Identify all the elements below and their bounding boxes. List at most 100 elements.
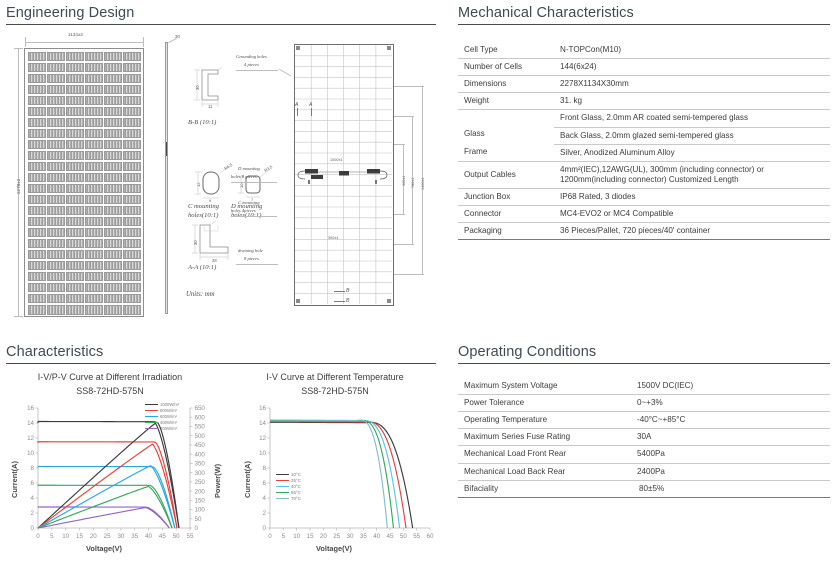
table-row: Maximum Series Fuse Rating 30A (458, 428, 830, 447)
solar-cell (104, 161, 123, 172)
section-title-operating: Operating Conditions (458, 344, 597, 360)
row-value: N-TOPCon(M10) (554, 42, 830, 60)
svg-text:60: 60 (427, 533, 434, 540)
row-value: Silver, Anodized Aluminum Alloy (554, 144, 830, 162)
svg-text:200: 200 (195, 488, 206, 495)
solar-cell (65, 194, 84, 205)
solar-cell (27, 282, 46, 293)
label-section-aa: A-A (10:1) (188, 264, 217, 271)
section-aa-view: 30 28 (188, 219, 250, 267)
solar-cell (27, 62, 46, 73)
svg-text:0: 0 (31, 525, 35, 532)
solar-cell (85, 304, 104, 315)
panel-front-view: 1000±1 300±1 1400±1 780±1 400±1 A A B B (282, 40, 442, 312)
solar-cell (85, 139, 104, 150)
edge-junction-box (166, 142, 168, 156)
svg-text:35: 35 (360, 533, 367, 540)
row-value: Front Glass, 2.0mm AR coated semi-temper… (554, 109, 830, 128)
row-key: Junction Box (458, 188, 554, 207)
row-value: IP68 Rated, 3 diodes (554, 188, 830, 207)
note-drain-2: 8 pieces (244, 256, 259, 261)
solar-cell (104, 260, 123, 271)
table-row: Dimensions 2278X1134X30mm (458, 75, 830, 94)
cut-arrow-a1 (297, 108, 298, 116)
legend-label: 800W/m² (160, 408, 177, 414)
solar-cell (123, 95, 142, 106)
row-value: 2278X1134X30mm (554, 75, 830, 94)
dim-tick-left (25, 37, 26, 47)
solar-cell (46, 128, 65, 139)
solar-cell (27, 73, 46, 84)
row-value-2: Back Glass, 2.0mm glazed semi-tempered g… (554, 127, 830, 145)
solar-cell (27, 227, 46, 238)
solar-cell (46, 62, 65, 73)
legend-label: 70°C (291, 496, 301, 502)
label-c-mounting-2: holes(10:1) (188, 212, 219, 219)
svg-text:6: 6 (263, 480, 267, 487)
solar-cell (123, 84, 142, 95)
cut-marker-a1: A (295, 102, 299, 108)
dim-panel-3: 400±1 (402, 175, 406, 186)
panel-frame (294, 44, 394, 306)
solar-cell (46, 51, 65, 62)
svg-text:4: 4 (263, 495, 267, 502)
svg-text:50: 50 (400, 533, 407, 540)
legend-label: 10°C (291, 472, 301, 478)
legend-item: 55°C (276, 490, 301, 495)
solar-cell (104, 304, 123, 315)
chart2-xlabel: Voltage(V) (316, 544, 352, 553)
dim-thickness-label: 30 (175, 34, 180, 39)
table-row: Weight 31. kg (458, 92, 830, 111)
mechanical-characteristics-table: Cell Type N-TOPCon(M10) Number of Cells … (458, 42, 830, 241)
table-row-cables: Output Cables 4mm²(IEC),12AWG(UL), 300mm… (458, 161, 830, 189)
svg-text:10: 10 (259, 450, 266, 457)
row-key: Bifaciality (458, 480, 633, 498)
solar-cell (27, 84, 46, 95)
solar-cell (27, 238, 46, 249)
dim-height-label: 2278±2 (16, 178, 21, 194)
table-row: Mechanical Load Back Rear 2400Pa (458, 463, 830, 481)
solar-cell (104, 293, 123, 304)
solar-cell (123, 117, 142, 128)
solar-cell (85, 95, 104, 106)
solar-cell (27, 194, 46, 205)
solar-cell (65, 128, 84, 139)
solar-cell (27, 172, 46, 183)
solar-cell (65, 150, 84, 161)
solar-cell (46, 282, 65, 293)
svg-text:0: 0 (263, 525, 267, 532)
svg-text:55: 55 (413, 533, 420, 540)
solar-cell (46, 95, 65, 106)
solar-cell (65, 51, 84, 62)
solar-cell (46, 227, 65, 238)
solar-cell (65, 139, 84, 150)
solar-cell (46, 73, 65, 84)
svg-text:550: 550 (195, 424, 206, 431)
solar-cell (123, 271, 142, 282)
solar-cell (104, 238, 123, 249)
solar-cell (123, 249, 142, 260)
svg-text:300: 300 (195, 470, 206, 477)
solar-cell (104, 183, 123, 194)
solar-cell (85, 161, 104, 172)
solar-cell (27, 293, 46, 304)
solar-cell (46, 271, 65, 282)
solar-cell (104, 150, 123, 161)
chart2-legend: 10°C 25°C 40°C 55°C 70°C (276, 472, 301, 502)
solar-cell (85, 238, 104, 249)
section-bb-view: 30 11 (188, 66, 248, 112)
svg-text:25: 25 (104, 533, 111, 540)
dim-ext-4 (394, 244, 414, 245)
svg-text:8: 8 (263, 465, 267, 472)
svg-text:14: 14 (259, 420, 266, 427)
solar-cell (104, 128, 123, 139)
solar-cell (46, 150, 65, 161)
solar-cell (85, 150, 104, 161)
solar-cell (27, 260, 46, 271)
solar-cell (104, 139, 123, 150)
note-cmount-2: holes 4pieces (231, 208, 256, 213)
row-key: Cell Type (458, 42, 554, 60)
svg-text:12: 12 (259, 435, 266, 442)
table-row: Maximum System Voltage 1500V DC(IEC) (458, 378, 830, 396)
